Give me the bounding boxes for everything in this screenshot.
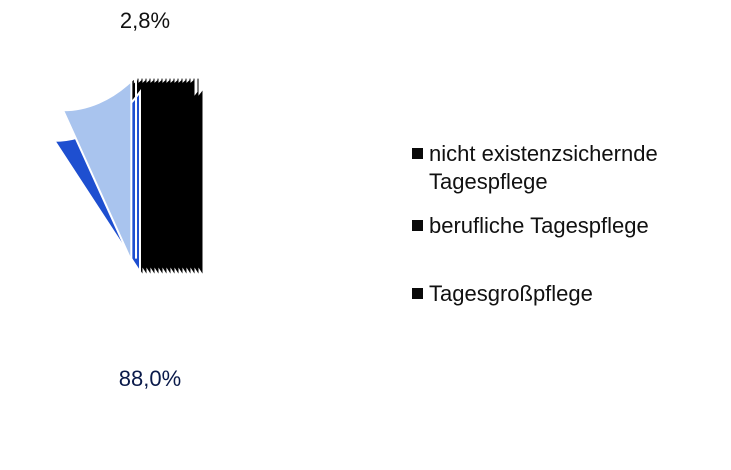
slice: [61, 78, 133, 262]
legend-swatch: [412, 220, 423, 231]
legend: nicht existenzsichernde Tagespflege beruf…: [412, 140, 712, 308]
legend-item: berufliche Tagespflege: [412, 212, 712, 240]
value-label: 2,8%: [120, 8, 170, 33]
legend-swatch: [412, 148, 423, 159]
value-label: 88,0%: [119, 366, 181, 391]
legend-swatch: [412, 288, 423, 299]
legend-item: Tagesgroßpflege: [412, 280, 712, 308]
legend-label: Tagesgroßpflege: [429, 281, 593, 306]
legend-label: berufliche Tagespflege: [429, 213, 649, 238]
legend-item: nicht existenzsichernde Tagespflege: [412, 140, 712, 196]
legend-label: nicht existenzsichernde Tagespflege: [429, 141, 658, 194]
